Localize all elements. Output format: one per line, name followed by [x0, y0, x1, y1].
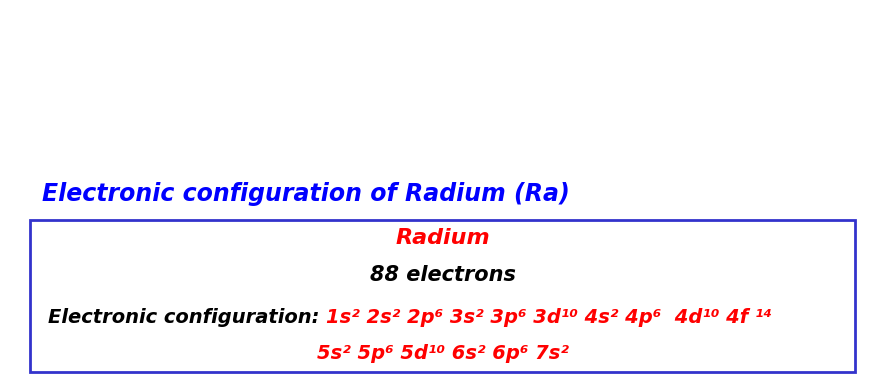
Text: Radium: Radium: [395, 228, 489, 248]
Text: 1s² 2s² 2p⁶ 3s² 3p⁶ 3d¹⁰ 4s² 4p⁶  4d¹⁰ 4f ¹⁴: 1s² 2s² 2p⁶ 3s² 3p⁶ 3d¹⁰ 4s² 4p⁶ 4d¹⁰ 4f…: [326, 308, 771, 327]
Text: Electronic configuration:: Electronic configuration:: [48, 308, 326, 327]
Text: 5s² 5p⁶ 5d¹⁰ 6s² 6p⁶ 7s²: 5s² 5p⁶ 5d¹⁰ 6s² 6p⁶ 7s²: [316, 344, 568, 363]
Text: 88 electrons: 88 electrons: [369, 265, 515, 285]
Bar: [30, 220, 854, 372]
Text: Electronic configuration of Radium (Ra): Electronic configuration of Radium (Ra): [42, 182, 569, 206]
